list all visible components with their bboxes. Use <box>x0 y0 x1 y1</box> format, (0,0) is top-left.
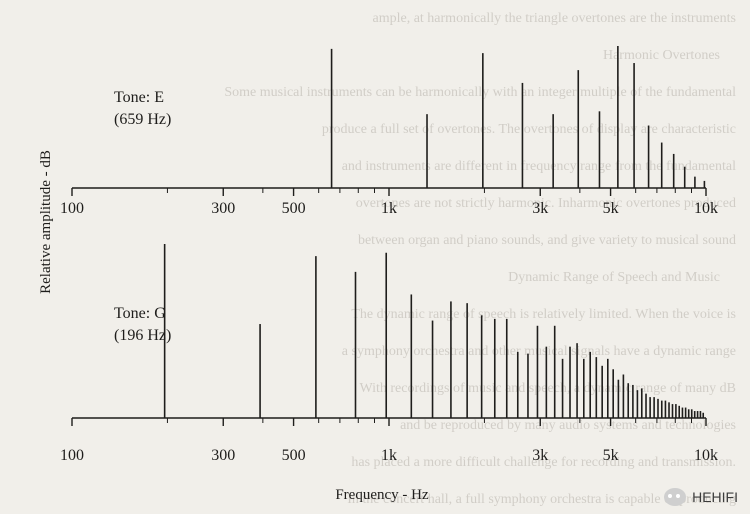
x-tick-label: 3k <box>532 200 548 217</box>
tone-label-line: (196 Hz) <box>114 327 171 344</box>
x-tick-label: 10k <box>694 447 718 464</box>
x-tick-label: 1k <box>381 200 397 217</box>
tone-label-line: Tone: G <box>114 305 166 322</box>
background-text-line: The dynamic range of speech is relativel… <box>351 307 736 322</box>
background-text-line: Harmonic Overtones <box>603 48 720 63</box>
chat-bubble-icon <box>664 488 687 506</box>
x-tick-label: 5k <box>603 447 619 464</box>
background-text-line: a symphony orchestra and other musical s… <box>342 344 736 359</box>
watermark: HEHIFI <box>664 488 738 506</box>
background-text-line: In the concert hall, a full symphony orc… <box>347 492 736 507</box>
background-text-line: overtones are not strictly harmonic. Inh… <box>356 196 736 211</box>
x-axis-label: Frequency - Hz <box>335 487 429 503</box>
tone-label-line: (659 Hz) <box>114 111 171 128</box>
x-tick-label: 100 <box>60 447 84 464</box>
x-tick-label: 500 <box>282 200 306 217</box>
background-text-line: between organ and piano sounds, and give… <box>358 233 736 248</box>
background-text-line: Some musical instruments can be harmonic… <box>224 85 736 100</box>
x-tick-label: 1k <box>381 447 397 464</box>
x-tick-label: 10k <box>694 200 718 217</box>
x-tick-label: 5k <box>603 200 619 217</box>
x-tick-label: 3k <box>532 447 548 464</box>
background-text-line: has placed a more difficult challenge fo… <box>351 455 736 470</box>
background-text-line: Dynamic Range of Speech and Music <box>508 270 720 285</box>
background-text-line: and instruments are different in frequen… <box>342 159 736 174</box>
spectrum-panel-tone-e: 100 300 500 1k 3k 5k 10k Tone: E (659 Hz) <box>60 46 718 217</box>
x-tick-label: 500 <box>282 447 306 464</box>
tone-label-line: Tone: E <box>114 89 164 106</box>
x-tick-label: 300 <box>211 200 235 217</box>
x-tick-label: 300 <box>211 447 235 464</box>
x-tick-label: 100 <box>60 200 84 217</box>
background-text-line: ample, at harmonically the triangle over… <box>373 11 737 26</box>
watermark-text: HEHIFI <box>692 489 738 505</box>
spectrum-panel-tone-g: 100 300 500 1k 3k 5k 10k Tone: G (196 Hz) <box>60 244 718 464</box>
y-axis-label: Relative amplitude - dB <box>38 150 54 294</box>
background-text-line: produce a full set of overtones. The ove… <box>322 122 736 137</box>
